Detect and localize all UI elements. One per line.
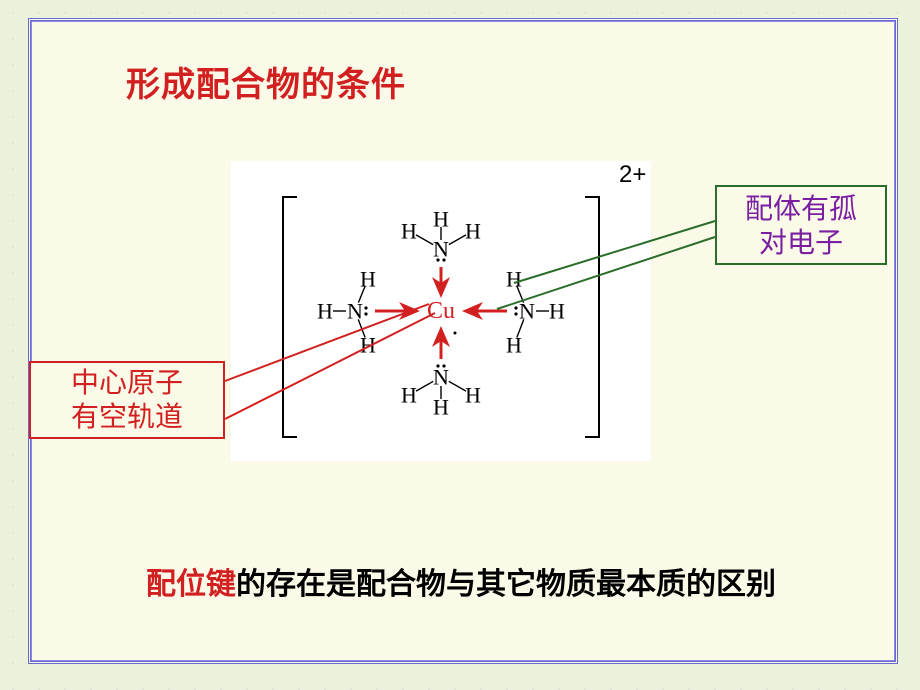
svg-text:N: N	[433, 365, 449, 390]
svg-text:N: N	[519, 299, 535, 324]
bottom-part1: 配位键	[146, 568, 236, 601]
svg-text:H: H	[506, 333, 522, 358]
page-background: 形成配合物的条件 CuNHHHNHHHNHHHNHHH 2+ 配体有孤 对电子 …	[0, 0, 920, 690]
callout-center-empty-orbital: 中心原子 有空轨道	[29, 361, 225, 439]
bottom-part2: 的存在是配合物与其它物质最本质的区别	[236, 568, 776, 601]
svg-text:H: H	[401, 219, 417, 244]
svg-text:H: H	[465, 219, 481, 244]
svg-text:H: H	[465, 383, 481, 408]
callout-right-line1: 配体有孤	[745, 194, 857, 225]
svg-text:N: N	[347, 299, 363, 324]
slide-title: 形成配合物的条件	[126, 57, 406, 106]
callout-left-line1: 中心原子	[71, 368, 183, 399]
bottom-statement: 配位键的存在是配合物与其它物质最本质的区别	[146, 559, 776, 603]
svg-text:H: H	[401, 383, 417, 408]
slide: 形成配合物的条件 CuNHHHNHHHNHHHNHHH 2+ 配体有孤 对电子 …	[28, 18, 898, 664]
svg-text:H: H	[360, 267, 376, 292]
callout-right-line2: 对电子	[759, 228, 843, 259]
svg-text:Cu: Cu	[427, 298, 455, 324]
svg-text:H: H	[317, 299, 333, 324]
svg-text:H: H	[549, 299, 565, 324]
svg-text:H: H	[360, 333, 376, 358]
svg-text:N: N	[433, 237, 449, 262]
complex-diagram: CuNHHHNHHHNHHHNHHH	[231, 161, 651, 461]
svg-text:H: H	[506, 267, 522, 292]
callout-ligand-lone-pair: 配体有孤 对电子	[715, 185, 887, 265]
ion-charge: 2+	[619, 161, 646, 189]
callout-left-line2: 有空轨道	[71, 402, 183, 433]
